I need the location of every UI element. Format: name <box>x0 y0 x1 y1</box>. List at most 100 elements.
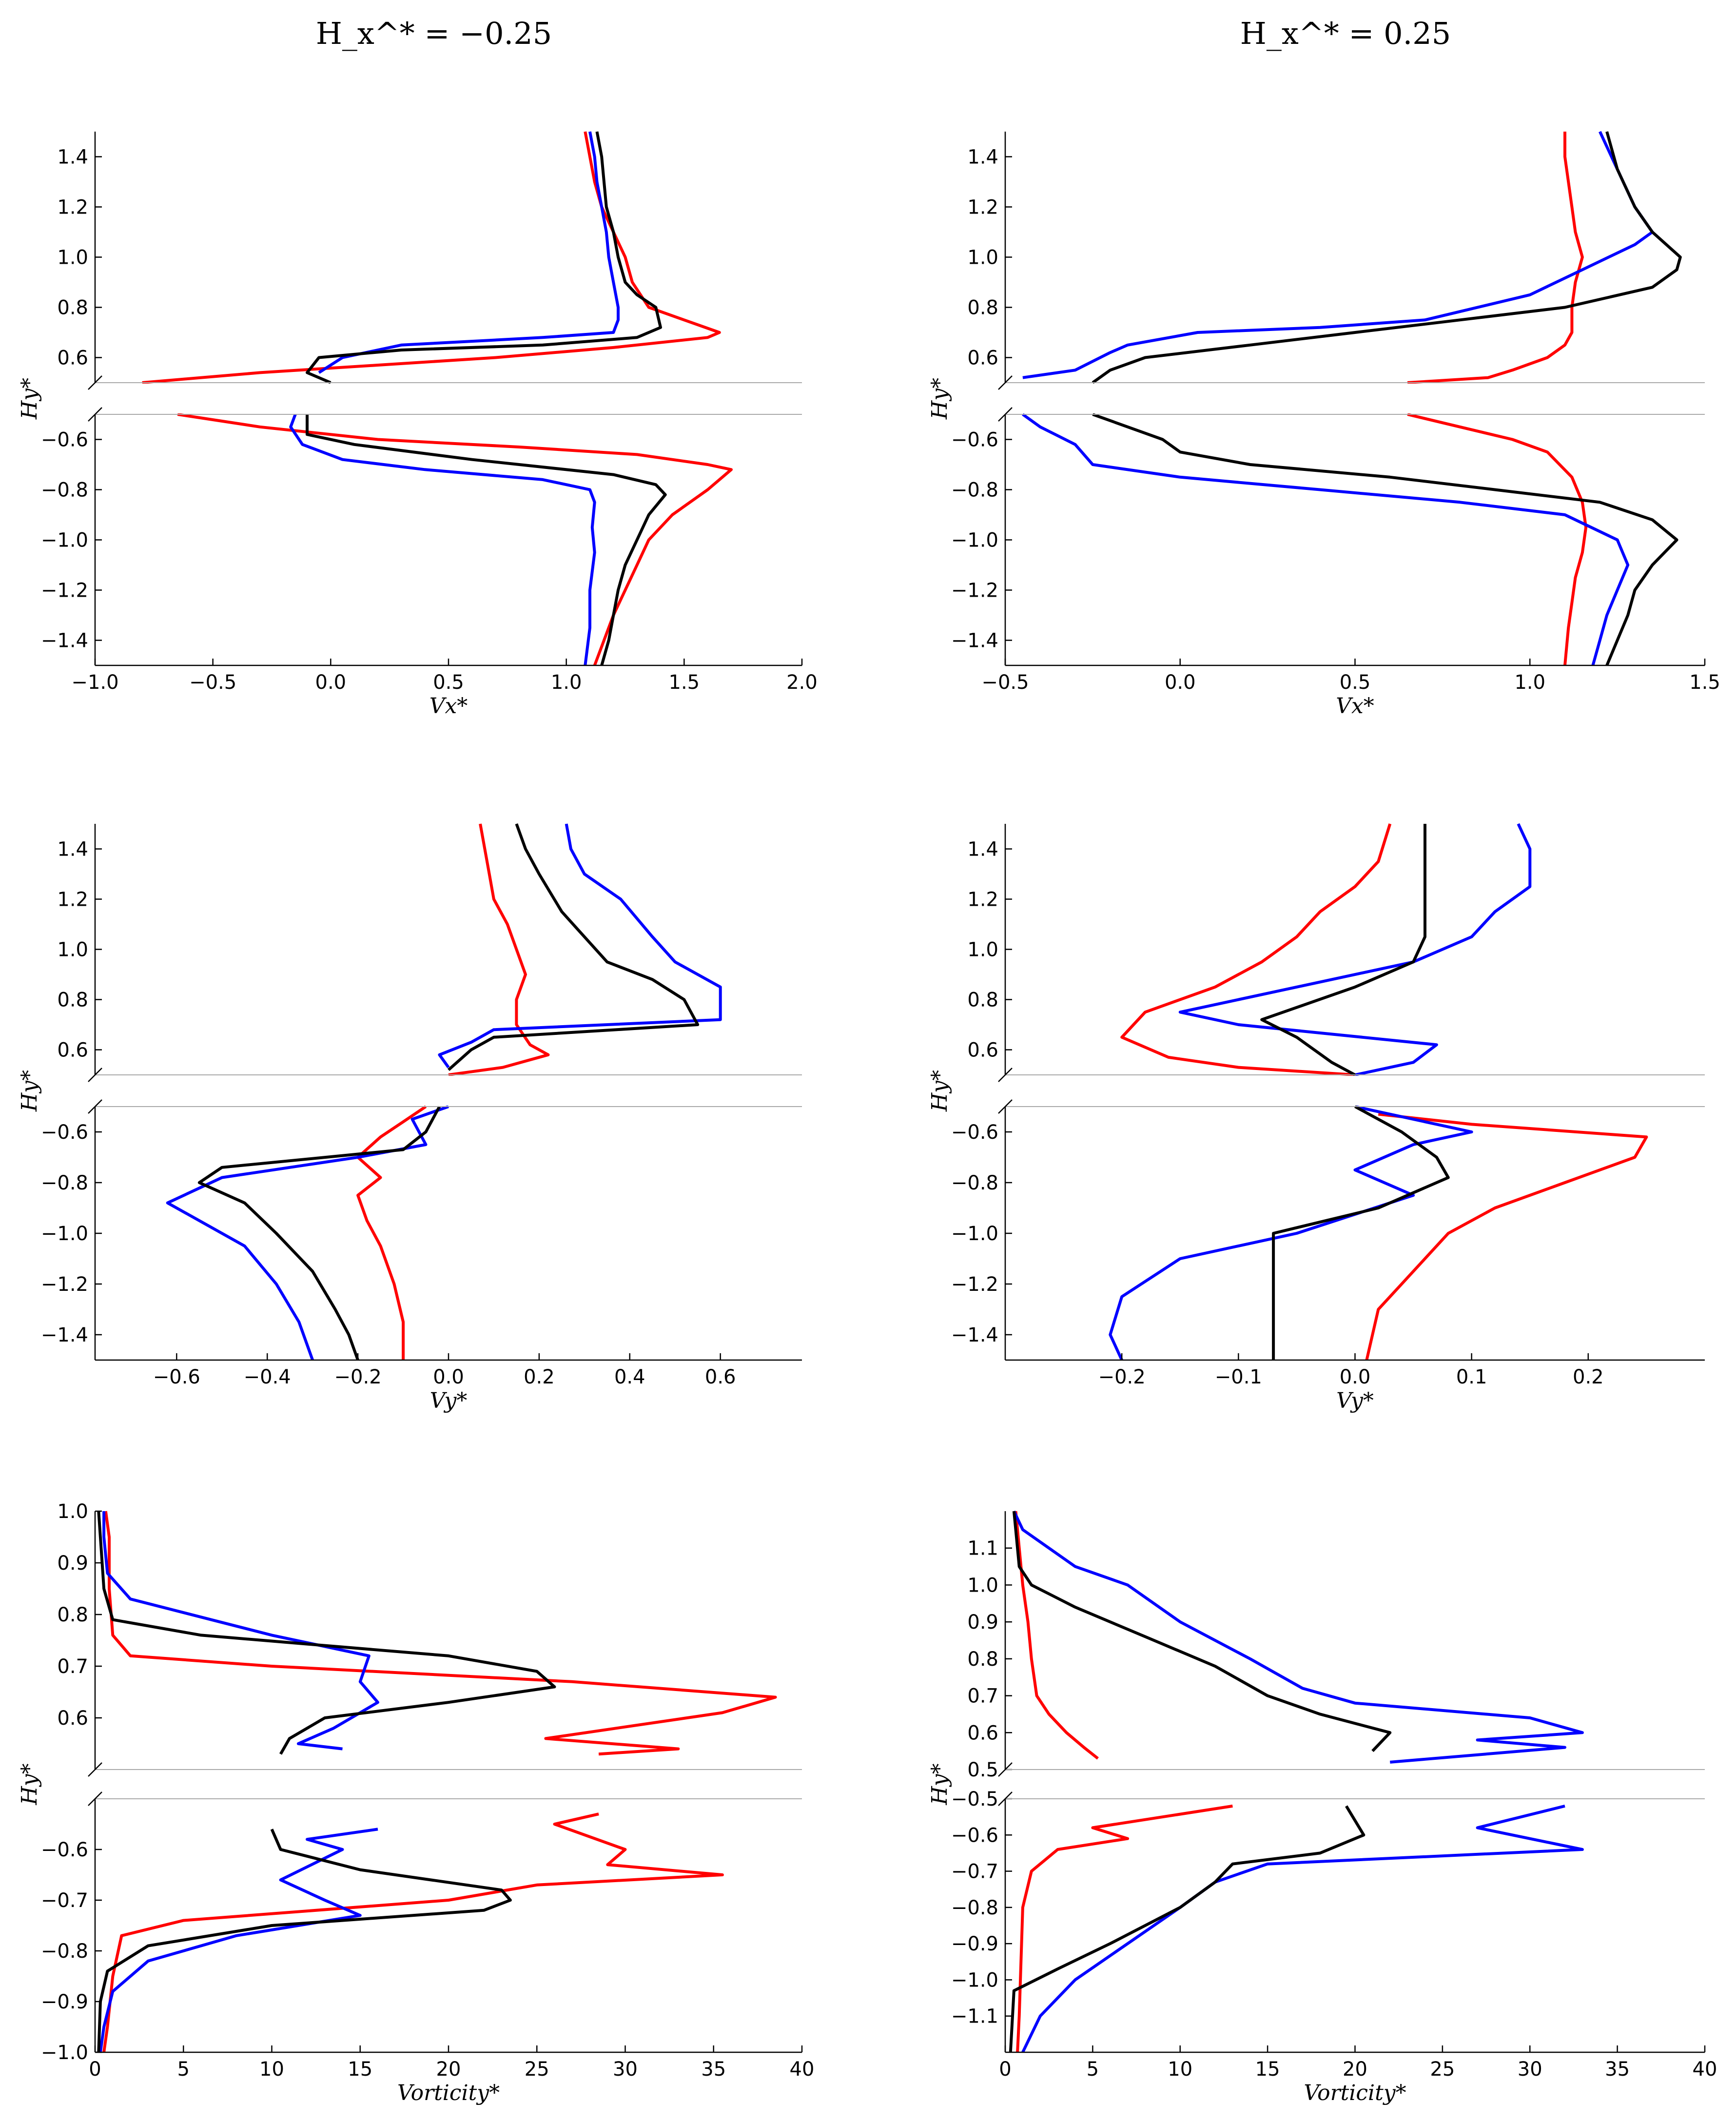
break-mark-bottom <box>998 1791 1013 1806</box>
x-tick-label: −0.6 <box>153 1366 200 1388</box>
y-tick-label: 0.8 <box>57 297 88 319</box>
break-mark-bottom <box>998 1099 1013 1114</box>
y-tick-label: −1.1 <box>951 2005 998 2028</box>
x-tick-label: 0 <box>999 2058 1011 2081</box>
y-tick-label: −1.0 <box>41 1223 88 1245</box>
x-tick-label: 2.0 <box>786 671 818 694</box>
x-tick-label: 1.5 <box>1689 671 1720 694</box>
series-line-black-top <box>97 1511 556 1755</box>
y-tick-label: −1.0 <box>41 2042 88 2064</box>
y-tick-label: −0.6 <box>951 429 998 451</box>
break-mark-bottom <box>88 407 102 422</box>
y-tick-label: −1.0 <box>41 529 88 552</box>
break-mark-top <box>88 1762 102 1777</box>
x-tick-label: 0 <box>89 2058 101 2081</box>
series-line-black-bottom <box>1092 413 1678 666</box>
x-tick-label: 0.4 <box>614 1366 645 1388</box>
y-tick-label: −1.2 <box>41 1273 88 1296</box>
y-tick-label: −1.2 <box>951 1273 998 1296</box>
y-axis-label: Hy* <box>927 378 952 420</box>
y-tick-label: 0.8 <box>57 989 88 1012</box>
series-line-blue-bottom <box>98 1828 378 2053</box>
column-title-right: H_x^* = 0.25 <box>1240 16 1451 51</box>
y-axis-label: Hy* <box>17 378 42 420</box>
x-tick-label: −1.0 <box>71 671 118 694</box>
series-line-blue-top <box>1013 1510 1584 1764</box>
x-axis-label: Vx* <box>1336 694 1374 719</box>
break-mark-bottom <box>88 1099 102 1114</box>
x-tick-label: −0.5 <box>981 671 1029 694</box>
x-tick-label: 0.5 <box>1340 671 1371 694</box>
x-tick-label: 0.2 <box>524 1366 555 1388</box>
y-tick-label: 0.9 <box>57 1552 88 1575</box>
series-line-black-bottom <box>97 1829 512 2053</box>
y-tick-label: 1.0 <box>967 939 998 961</box>
x-tick-label: −0.2 <box>1098 1366 1146 1388</box>
x-tick-label: 0.0 <box>315 671 347 694</box>
x-tick-label: 25 <box>525 2058 549 2081</box>
x-tick-label: 5 <box>177 2058 190 2081</box>
series-line-red-bottom <box>1407 413 1588 666</box>
y-tick-label: 1.4 <box>57 146 88 169</box>
y-tick-label: 1.4 <box>57 838 88 861</box>
x-tick-label: 20 <box>1343 2058 1367 2081</box>
break-mark-top <box>998 1068 1013 1082</box>
x-tick-label: 15 <box>1255 2058 1280 2081</box>
y-tick-label: −0.7 <box>41 1889 88 1912</box>
y-tick-label: −0.6 <box>951 1121 998 1144</box>
panel-vy-neg: 0.6 0.8 1.0 1.2 1.4 −1.4 −1.2 −1.0 −0.8 −0.6 −0.6 −… <box>17 823 802 1413</box>
x-axis-label: Vx* <box>429 694 468 719</box>
x-axis-label: Vorticity* <box>1304 2081 1406 2105</box>
y-tick-label: −1.2 <box>41 580 88 602</box>
x-tick-label: 30 <box>613 2058 638 2081</box>
y-tick-label: −0.8 <box>951 1897 998 1919</box>
y-tick-label: 0.7 <box>967 1685 998 1708</box>
series-line-red-bottom <box>1016 1804 1233 2053</box>
y-axis-label: Hy* <box>17 1070 42 1112</box>
series-line-black-bottom <box>1272 1106 1450 1360</box>
y-tick-label: −0.6 <box>41 429 88 451</box>
y-tick-label: 0.8 <box>967 1648 998 1671</box>
y-tick-label: 1.0 <box>967 247 998 269</box>
y-tick-label: 0.6 <box>57 1039 88 1062</box>
y-tick-label: −1.4 <box>41 630 88 652</box>
y-axis-label: Hy* <box>927 1763 952 1805</box>
break-mark-bottom <box>998 407 1013 422</box>
y-tick-label: 0.8 <box>57 1604 88 1626</box>
break-mark-top <box>88 375 102 390</box>
series-line-red-top <box>1120 823 1392 1076</box>
x-tick-label: 0.2 <box>1573 1366 1604 1388</box>
y-tick-label: 0.6 <box>57 347 88 370</box>
series-line-red-top <box>1014 1511 1099 1760</box>
y-tick-label: 1.0 <box>57 1500 88 1523</box>
series-line-blue-top <box>318 131 620 374</box>
series-line-red-top <box>1407 132 1584 384</box>
x-tick-label: 30 <box>1518 2058 1542 2081</box>
y-axis-label: Hy* <box>17 1763 42 1805</box>
x-axis-label: Vy* <box>430 1388 468 1413</box>
break-mark-top <box>998 1762 1013 1777</box>
y-tick-label: 0.5 <box>967 1759 998 1781</box>
y-tick-label: −1.4 <box>951 1324 998 1346</box>
y-tick-label: −0.9 <box>41 1991 88 2013</box>
series-line-red-bottom <box>1365 1112 1648 1361</box>
x-tick-label: 20 <box>436 2058 461 2081</box>
y-tick-label: 0.7 <box>57 1655 88 1678</box>
series-line-blue-bottom <box>1109 1106 1473 1361</box>
y-tick-label: 0.6 <box>967 1039 998 1062</box>
y-tick-label: −0.9 <box>951 1933 998 1955</box>
x-tick-label: 0.0 <box>1340 1366 1371 1388</box>
x-tick-label: 0.5 <box>433 671 464 694</box>
y-tick-label: 1.2 <box>967 196 998 219</box>
y-tick-label: −0.8 <box>951 479 998 502</box>
x-tick-label: −0.1 <box>1215 1366 1262 1388</box>
x-tick-label: 0.0 <box>1165 671 1196 694</box>
y-tick-label: −0.8 <box>951 1172 998 1194</box>
x-tick-label: −0.4 <box>244 1366 291 1388</box>
x-tick-label: 40 <box>790 2058 815 2081</box>
y-tick-label: 1.2 <box>57 889 88 911</box>
y-tick-label: 1.2 <box>967 889 998 911</box>
y-tick-label: 0.8 <box>967 989 998 1012</box>
column-title-left: H_x^* = −0.25 <box>316 16 552 51</box>
